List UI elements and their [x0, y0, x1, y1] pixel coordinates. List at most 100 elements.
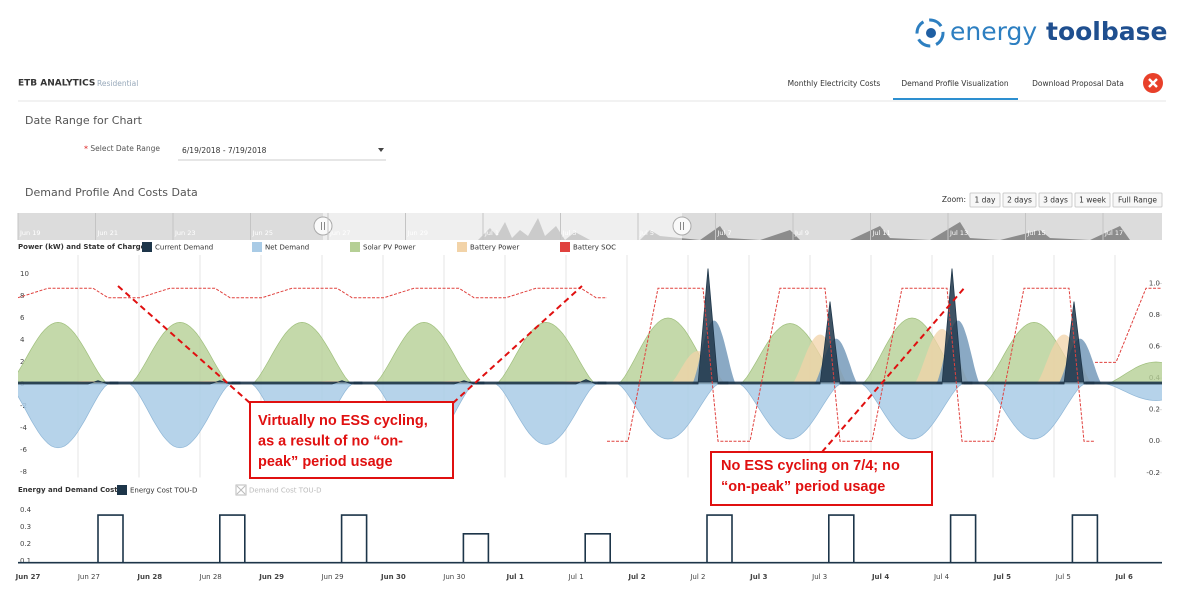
navigator-label: Jul 17 — [1104, 229, 1123, 237]
tab[interactable]: Monthly Electricity Costs — [788, 79, 881, 88]
y-tick-label: -4 — [20, 424, 28, 432]
cost-step — [584, 533, 611, 563]
net-demand-spike — [1180, 382, 1184, 384]
field-label: Select Date Range — [90, 144, 160, 153]
legend-swatch[interactable] — [457, 242, 467, 252]
select-value[interactable]: 6/19/2018 - 7/19/2018 — [182, 146, 267, 155]
cost-step — [949, 514, 977, 563]
navigator-label: Jun 25 — [252, 229, 274, 237]
navigator-label: Jul 1 — [484, 229, 499, 237]
solar-area — [372, 322, 476, 385]
zoom-button[interactable] — [1074, 192, 1111, 208]
y2-tick-label: 0.6 — [1149, 343, 1161, 351]
navigator-label: Jun 19 — [19, 229, 41, 237]
navigator-label: Jun 29 — [407, 229, 429, 237]
annotation-text: as a result of no “on- — [258, 433, 403, 449]
demand-area — [1085, 381, 1162, 385]
annotation — [117, 285, 583, 479]
logo-dot — [926, 28, 936, 38]
zoom-button-label[interactable]: 1 day — [975, 196, 997, 205]
logo-icon — [915, 18, 945, 48]
section-title: Date Range for Chart — [25, 114, 143, 127]
tab-active[interactable]: Demand Profile Visualization — [901, 79, 1009, 88]
navigator-label: Jul 7 — [717, 229, 732, 237]
legend-label[interactable]: Demand Cost TOU-D — [249, 487, 322, 495]
x-tick-label: Jul 4 — [871, 573, 889, 581]
net-demand-area — [982, 383, 1086, 440]
net-demand-area — [616, 383, 720, 440]
legend-label[interactable]: Solar PV Power — [363, 244, 416, 252]
logo: energy toolbase — [915, 17, 1167, 48]
y-tick-label: 4 — [20, 336, 25, 344]
legend-swatch[interactable] — [252, 242, 262, 252]
navigator-window[interactable] — [323, 213, 682, 240]
x-tick-label: Jun 29 — [320, 573, 343, 581]
zoom-button[interactable] — [1112, 192, 1163, 208]
close-icon — [1148, 78, 1158, 88]
x-tick-label: Jun 27 — [15, 573, 41, 581]
x-tick-label: Jul 2 — [689, 573, 705, 581]
y-tick-label: -6 — [20, 446, 28, 454]
soc-line — [1095, 287, 1162, 363]
x-tick-label: Jun 27 — [77, 573, 100, 581]
zoom-button-label[interactable]: 2 days — [1007, 196, 1032, 205]
legend-label[interactable]: Net Demand — [265, 244, 309, 252]
zoom-button[interactable] — [969, 192, 1001, 208]
legend-label[interactable]: Current Demand — [155, 244, 213, 252]
zoom-buttons: 1 day 2 days 3 days 1 week Full Range — [969, 192, 1163, 208]
y-tick-label: 2 — [20, 358, 24, 366]
x-tick-label: Jun 30 — [442, 573, 465, 581]
x-tick-label: Jul 5 — [1055, 573, 1071, 581]
cost-chart: Energy and Demand Cost Energy Cost TOU-D D… — [15, 484, 1162, 581]
y-tick-label: 0.4 — [20, 506, 32, 514]
annotation-box — [710, 451, 933, 506]
y-tick-label: -8 — [20, 468, 27, 476]
legend-swatch[interactable] — [350, 242, 360, 252]
net-demand-area — [860, 383, 964, 440]
legend-swatch[interactable] — [117, 485, 127, 495]
x-tick-label: Jul 3 — [811, 573, 827, 581]
legend-label[interactable]: Battery SOC — [573, 244, 616, 252]
zoom-button[interactable] — [1038, 192, 1073, 208]
cost-step — [340, 514, 368, 563]
net-demand-area — [494, 383, 598, 445]
required-mark: * — [84, 145, 88, 154]
x-tick-label: Jul 2 — [627, 573, 645, 581]
legend-x — [236, 485, 246, 495]
legend-label[interactable]: Battery Power — [470, 244, 519, 252]
solar-area — [128, 322, 232, 385]
legend-label[interactable]: Energy Cost TOU-D — [130, 487, 197, 495]
annotation-text: “on-peak” period usage — [721, 479, 885, 495]
soc-line — [729, 287, 851, 442]
navigator-label: Jul 9 — [794, 229, 809, 237]
x-tick-label: Jul 3 — [749, 573, 767, 581]
navigator-label: Jul 3 — [562, 229, 577, 237]
navigator-handle[interactable] — [672, 216, 692, 236]
chart-title: Power (kW) and State of Charge — [18, 243, 146, 251]
net-demand-area — [18, 383, 109, 449]
annotation-pointer — [821, 285, 967, 453]
net-demand-area — [1105, 383, 1162, 401]
cost-step — [462, 533, 490, 563]
y2-tick-label: 1.0 — [1149, 280, 1160, 288]
legend-swatch[interactable] — [560, 242, 570, 252]
annotation-text: No ESS cycling on 7/4; no — [721, 458, 900, 474]
navigator-label: Jun 27 — [329, 229, 351, 237]
legend-swatch[interactable] — [142, 242, 152, 252]
navigator-label: Jul 11 — [872, 229, 891, 237]
y2-tick-label: 0.8 — [1149, 311, 1160, 319]
tab[interactable]: Download Proposal Data — [1032, 79, 1124, 88]
x-tick-label: Jul 6 — [1115, 573, 1133, 581]
zoom-button[interactable] — [1002, 192, 1037, 208]
navigator-label: Jul 13 — [949, 229, 968, 237]
x-tick-label: Jul 5 — [993, 573, 1011, 581]
zoom-button-label[interactable]: 3 days — [1043, 196, 1068, 205]
solar-area — [1105, 361, 1162, 385]
logo-text: energy — [950, 17, 1037, 46]
zoom-button-label[interactable]: 1 week — [1079, 196, 1107, 205]
zoom-button-label[interactable]: Full Range — [1118, 196, 1157, 205]
soc-line — [973, 287, 1095, 442]
y-tick-label: 0.2 — [20, 540, 31, 548]
soc-line — [851, 287, 973, 442]
